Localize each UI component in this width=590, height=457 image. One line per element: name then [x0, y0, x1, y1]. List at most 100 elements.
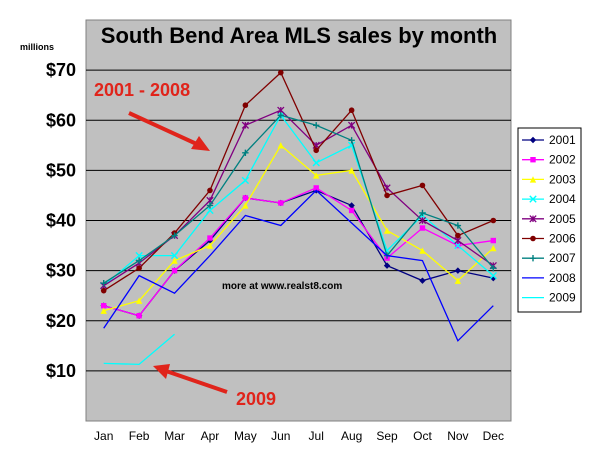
data-point [419, 225, 426, 231]
data-point [277, 112, 284, 119]
data-point [529, 255, 537, 262]
data-point [100, 287, 107, 294]
data-point [313, 122, 320, 129]
legend-label: 2008 [549, 271, 576, 285]
data-point [313, 185, 319, 191]
data-point [206, 206, 214, 215]
x-tick-label: Oct [413, 429, 432, 443]
annotation-2009: 2009 [236, 389, 276, 409]
series-line-2004 [103, 114, 494, 287]
x-tick-label: Nov [447, 429, 468, 443]
data-point [490, 264, 497, 272]
data-point [136, 313, 142, 319]
series-line-2007 [103, 114, 494, 284]
data-point [241, 176, 250, 185]
x-tick-label: May [234, 429, 257, 443]
chart-title: South Bend Area MLS sales by month [101, 23, 497, 48]
data-point [489, 271, 497, 280]
data-point [530, 157, 536, 163]
legend-label: 2006 [549, 232, 576, 246]
data-point [383, 227, 391, 234]
y-tick-label: $30 [46, 261, 76, 281]
legend-label: 2007 [549, 251, 576, 265]
series-2007 [100, 112, 497, 287]
data-point [242, 102, 249, 109]
data-point [348, 107, 355, 114]
data-point [277, 142, 284, 149]
data-point [419, 247, 426, 254]
data-point [490, 244, 497, 252]
y-tick-label: $50 [46, 160, 76, 180]
x-tick-label: Jan [94, 429, 113, 443]
data-point [171, 232, 178, 239]
data-point [454, 277, 462, 284]
x-tick-label: Jul [309, 429, 324, 443]
legend-item-2003: 2003 [522, 172, 576, 186]
website-note: more at www.realst8.com [222, 281, 342, 292]
data-point [490, 217, 497, 224]
data-point [241, 121, 250, 129]
legend-item-2007: 2007 [522, 251, 576, 265]
series-line-2003 [103, 144, 494, 312]
data-point [207, 187, 213, 194]
legend-item-2001: 2001 [522, 133, 576, 147]
x-tick-label: Mar [164, 429, 185, 443]
x-tick-label: Apr [201, 429, 220, 443]
data-point [418, 216, 427, 225]
data-point [455, 232, 461, 239]
data-point [384, 192, 390, 199]
data-point [206, 242, 214, 249]
series-line-2002 [103, 187, 494, 317]
data-point [242, 195, 249, 201]
data-point [277, 69, 284, 76]
series-2009 [103, 333, 175, 366]
legend-box [517, 127, 582, 313]
data-point [419, 277, 426, 284]
data-point [313, 147, 320, 154]
annotation-arrow-2009 [153, 364, 228, 394]
data-point [242, 202, 249, 209]
legend-item-2005: 2005 [522, 212, 576, 226]
data-point [136, 265, 142, 271]
series-line-2009 [103, 333, 175, 366]
legend-item-2009: 2009 [522, 291, 576, 305]
data-point [348, 137, 355, 144]
data-point [206, 202, 214, 209]
data-point [383, 262, 391, 269]
legend-item-2008: 2008 [522, 271, 576, 285]
series-line-2006 [103, 71, 494, 292]
data-point [490, 237, 496, 244]
data-point [348, 167, 355, 174]
legend-label: 2005 [549, 212, 576, 226]
data-point [347, 121, 356, 129]
data-point [170, 251, 179, 260]
legend-item-2006: 2006 [522, 232, 576, 246]
legend-label: 2002 [549, 153, 576, 167]
data-point [242, 149, 249, 157]
data-point [529, 136, 537, 144]
series-2008 [103, 189, 494, 342]
data-point [100, 307, 107, 314]
y-tick-label: $70 [46, 60, 76, 80]
x-tick-labels: Jan Feb Mar Apr May Jun Jul Aug Sep Oct Nov Dec [94, 429, 504, 443]
data-point [100, 279, 107, 287]
data-point [171, 267, 178, 274]
data-point [312, 159, 320, 167]
data-point [529, 176, 537, 183]
x-tick-label: Dec [483, 429, 504, 443]
series-2006 [100, 69, 497, 294]
data-point [171, 257, 178, 264]
data-point [101, 303, 107, 309]
data-point [278, 200, 284, 206]
x-tick-label: Jun [271, 429, 290, 443]
legend-label: 2009 [549, 291, 576, 305]
series-2003 [100, 142, 497, 314]
legend-label: 2001 [549, 133, 576, 147]
x-tick-label: Aug [341, 429, 362, 443]
data-point [530, 235, 536, 242]
data-point [135, 297, 143, 304]
data-point [529, 215, 537, 223]
legend-item-2002: 2002 [522, 153, 576, 167]
annotation-arrow-2001-2008 [128, 111, 210, 151]
